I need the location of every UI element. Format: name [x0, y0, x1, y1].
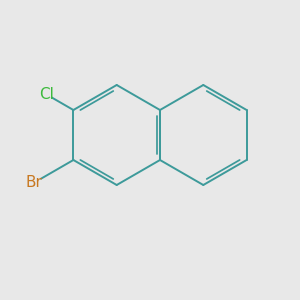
Text: Br: Br: [26, 175, 43, 190]
Text: Cl: Cl: [39, 87, 54, 102]
